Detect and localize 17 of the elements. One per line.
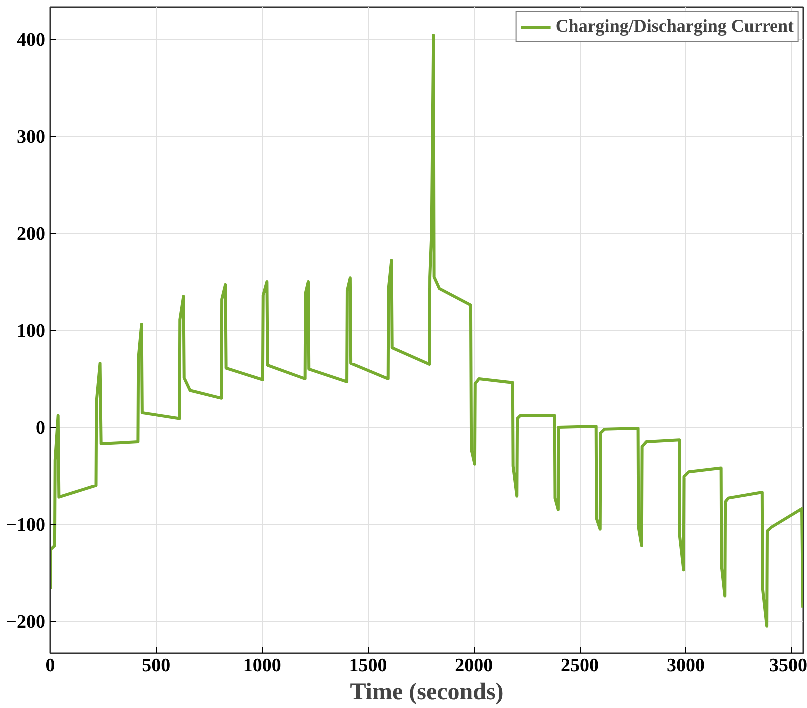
x-tick-label: 500 <box>142 656 171 676</box>
y-tick-label: −200 <box>6 612 46 633</box>
y-tick-label: 200 <box>17 224 46 246</box>
y-tick-label: 400 <box>17 30 46 52</box>
y-tick-label: 0 <box>36 418 46 439</box>
line-series <box>50 34 804 628</box>
x-tick-label: 2500 <box>561 656 600 676</box>
y-tick-label: 300 <box>17 127 46 148</box>
x-tick-label: 2000 <box>455 656 494 676</box>
x-tick-label: 3000 <box>666 656 705 676</box>
x-axis-title: Time (seconds) <box>350 680 504 706</box>
x-tick-label: 1000 <box>243 656 282 676</box>
x-tick-label: 3500 <box>770 656 807 676</box>
y-tick-label: −100 <box>6 514 46 536</box>
y-tick-label: 100 <box>17 321 46 342</box>
x-tick-label: 1500 <box>349 656 388 676</box>
legend-label: Charging/Discharging Current <box>556 16 794 37</box>
